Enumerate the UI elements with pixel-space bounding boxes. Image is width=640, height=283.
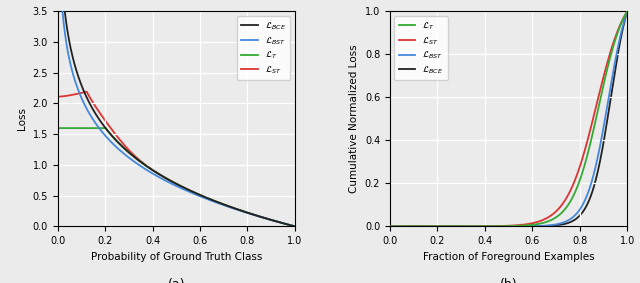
$\mathcal{L}_{BCE}$	[291, 225, 299, 228]
$\mathcal{L}_{BCE}$	[284, 223, 291, 226]
$\mathcal{L}_{BCE}$	[616, 40, 624, 43]
$\mathcal{L}_{BST}$	[616, 35, 624, 38]
$\mathcal{L}_{T}$	[398, 225, 406, 228]
Legend: $\mathcal{L}_{T}$, $\mathcal{L}_{ST}$, $\mathcal{L}_{BST}$, $\mathcal{L}_{BCE}$: $\mathcal{L}_{T}$, $\mathcal{L}_{ST}$, $…	[394, 16, 448, 80]
$\mathcal{L}_{BCE}$	[386, 225, 394, 228]
$\mathcal{L}_{ST}$	[501, 224, 509, 228]
$\mathcal{L}_{BST}$	[495, 225, 503, 228]
Line: $\mathcal{L}_{ST}$: $\mathcal{L}_{ST}$	[58, 92, 295, 226]
$\mathcal{L}_{T}$	[156, 173, 163, 176]
$\mathcal{L}_{BST}$	[272, 220, 280, 223]
$\mathcal{L}_{BST}$	[398, 225, 406, 228]
Text: (a): (a)	[168, 278, 185, 283]
Y-axis label: Cumulative Normalized Loss: Cumulative Normalized Loss	[349, 44, 359, 193]
$\mathcal{L}_{ST}$	[386, 225, 394, 228]
Line: $\mathcal{L}_{BCE}$: $\mathcal{L}_{BCE}$	[390, 11, 627, 226]
$\mathcal{L}_{T}$	[573, 186, 580, 190]
X-axis label: Fraction of Foreground Examples: Fraction of Foreground Examples	[423, 252, 595, 262]
$\mathcal{L}_{BST}$	[154, 175, 161, 178]
$\mathcal{L}_{ST}$	[495, 224, 503, 228]
$\mathcal{L}_{BCE}$	[272, 220, 280, 223]
$\mathcal{L}_{BCE}$	[623, 10, 631, 13]
$\mathcal{L}_{BST}$	[623, 10, 631, 13]
$\mathcal{L}_{BST}$	[386, 225, 394, 228]
$\mathcal{L}_{BCE}$	[166, 179, 174, 182]
$\mathcal{L}_{ST}$	[291, 225, 299, 228]
$\mathcal{L}_{T}$	[495, 225, 503, 228]
$\mathcal{L}_{ST}$	[616, 23, 624, 26]
$\mathcal{L}_{ST}$	[573, 174, 580, 177]
$\mathcal{L}_{ST}$	[166, 179, 174, 182]
$\mathcal{L}_{T}$	[284, 223, 291, 226]
$\mathcal{L}_{BST}$	[166, 181, 174, 185]
$\mathcal{L}_{BCE}$	[398, 225, 406, 228]
$\mathcal{L}_{T}$	[54, 127, 61, 130]
$\mathcal{L}_{BCE}$	[226, 205, 234, 209]
$\mathcal{L}_{ST}$	[54, 95, 61, 98]
Line: $\mathcal{L}_{BST}$: $\mathcal{L}_{BST}$	[390, 11, 627, 226]
$\mathcal{L}_{BST}$	[226, 205, 234, 209]
$\mathcal{L}_{BST}$	[616, 35, 624, 38]
$\mathcal{L}_{BCE}$	[501, 225, 509, 228]
$\mathcal{L}_{BST}$	[291, 225, 299, 228]
$\mathcal{L}_{T}$	[272, 220, 280, 223]
$\mathcal{L}_{BST}$	[573, 212, 580, 215]
$\mathcal{L}_{T}$	[616, 24, 624, 27]
$\mathcal{L}_{ST}$	[83, 90, 90, 93]
$\mathcal{L}_{T}$	[226, 205, 234, 209]
$\mathcal{L}_{T}$	[166, 179, 174, 182]
Legend: $\mathcal{L}_{BCE}$, $\mathcal{L}_{BST}$, $\mathcal{L}_{T}$, $\mathcal{L}_{ST}$: $\mathcal{L}_{BCE}$, $\mathcal{L}_{BST}$…	[237, 16, 291, 80]
$\mathcal{L}_{ST}$	[284, 223, 292, 226]
$\mathcal{L}_{ST}$	[616, 23, 624, 27]
$\mathcal{L}_{BCE}$	[616, 39, 624, 42]
Line: $\mathcal{L}_{ST}$: $\mathcal{L}_{ST}$	[390, 11, 627, 226]
$\mathcal{L}_{T}$	[291, 225, 299, 228]
$\mathcal{L}_{BCE}$	[154, 171, 161, 175]
$\mathcal{L}_{ST}$	[156, 173, 163, 176]
$\mathcal{L}_{BCE}$	[573, 217, 580, 220]
$\mathcal{L}_{ST}$	[154, 171, 161, 175]
$\mathcal{L}_{T}$	[386, 225, 394, 228]
$\mathcal{L}_{BST}$	[156, 175, 163, 179]
$\mathcal{L}_{ST}$	[398, 225, 406, 228]
Line: $\mathcal{L}_{BCE}$: $\mathcal{L}_{BCE}$	[58, 0, 295, 226]
$\mathcal{L}_{T}$	[623, 10, 631, 13]
Line: $\mathcal{L}_{BST}$: $\mathcal{L}_{BST}$	[58, 0, 295, 226]
$\mathcal{L}_{T}$	[501, 224, 509, 228]
$\mathcal{L}_{BST}$	[284, 223, 291, 226]
$\mathcal{L}_{BST}$	[501, 225, 509, 228]
Line: $\mathcal{L}_{T}$: $\mathcal{L}_{T}$	[58, 128, 295, 226]
$\mathcal{L}_{ST}$	[272, 220, 280, 223]
Line: $\mathcal{L}_{T}$: $\mathcal{L}_{T}$	[390, 11, 627, 226]
X-axis label: Probability of Ground Truth Class: Probability of Ground Truth Class	[91, 252, 262, 262]
$\mathcal{L}_{BCE}$	[495, 225, 503, 228]
$\mathcal{L}_{T}$	[616, 24, 624, 27]
$\mathcal{L}_{T}$	[154, 171, 161, 175]
$\mathcal{L}_{ST}$	[623, 10, 631, 13]
$\mathcal{L}_{BCE}$	[156, 173, 163, 176]
Y-axis label: Loss: Loss	[17, 107, 27, 130]
$\mathcal{L}_{ST}$	[226, 205, 234, 209]
Text: (b): (b)	[500, 278, 517, 283]
